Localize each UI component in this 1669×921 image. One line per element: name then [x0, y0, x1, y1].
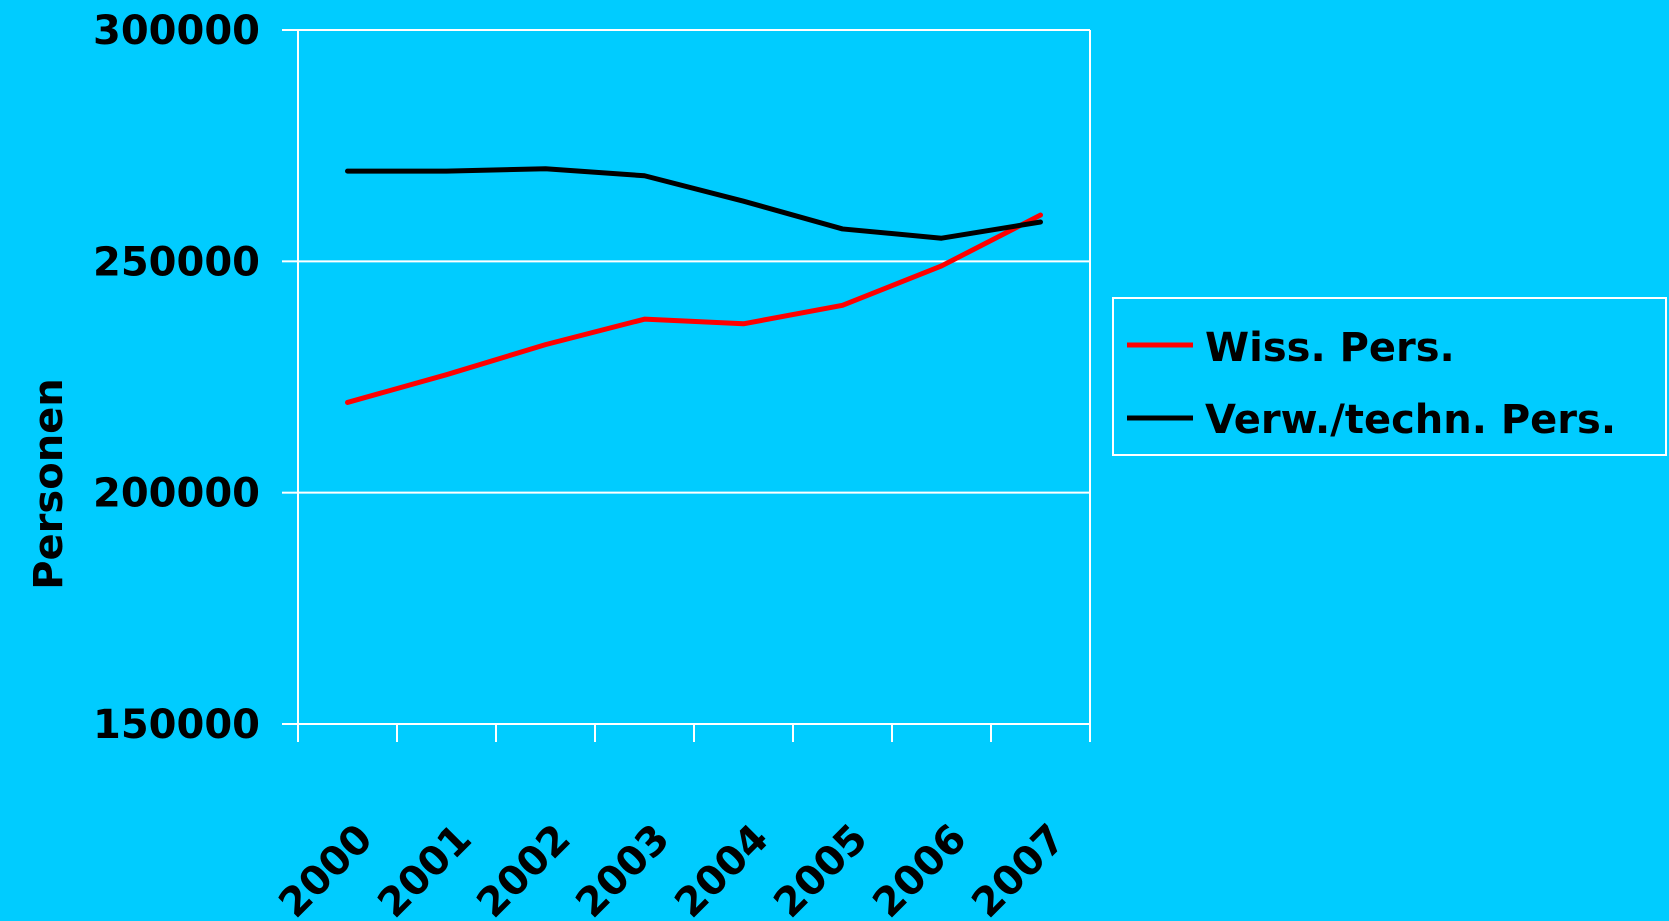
x-tick-label-2004: 2004 [666, 816, 777, 921]
series-line-1 [345, 166, 1043, 241]
legend: Wiss. Pers. Verw./techn. Pers. [1112, 297, 1667, 456]
axis-layer [282, 29, 1091, 742]
y-tick-label-300000: 300000 [93, 8, 260, 54]
x-tick-label-2005: 2005 [765, 816, 876, 921]
legend-box [1112, 297, 1667, 456]
x-tick-label-2000: 2000 [270, 816, 381, 921]
x-tick-label-2003: 2003 [567, 816, 678, 921]
x-tick-label-2006: 2006 [864, 816, 975, 921]
y-tick-labels: 150000 200000 250000 300000 [93, 8, 260, 748]
series-layer [345, 166, 1043, 405]
x-tick-label-2001: 2001 [369, 816, 480, 921]
legend-label-verw: Verw./techn. Pers. [1205, 397, 1616, 443]
y-axis-title: Personen [26, 378, 72, 590]
x-tick-label-2002: 2002 [468, 816, 579, 921]
y-tick-label-200000: 200000 [93, 471, 260, 517]
grid-layer [298, 29, 1090, 725]
series-line-0 [345, 212, 1043, 405]
legend-label-wiss: Wiss. Pers. [1205, 325, 1455, 371]
x-tick-label-2007: 2007 [963, 816, 1074, 921]
y-tick-label-150000: 150000 [93, 702, 260, 748]
y-tick-label-250000: 250000 [93, 239, 260, 285]
